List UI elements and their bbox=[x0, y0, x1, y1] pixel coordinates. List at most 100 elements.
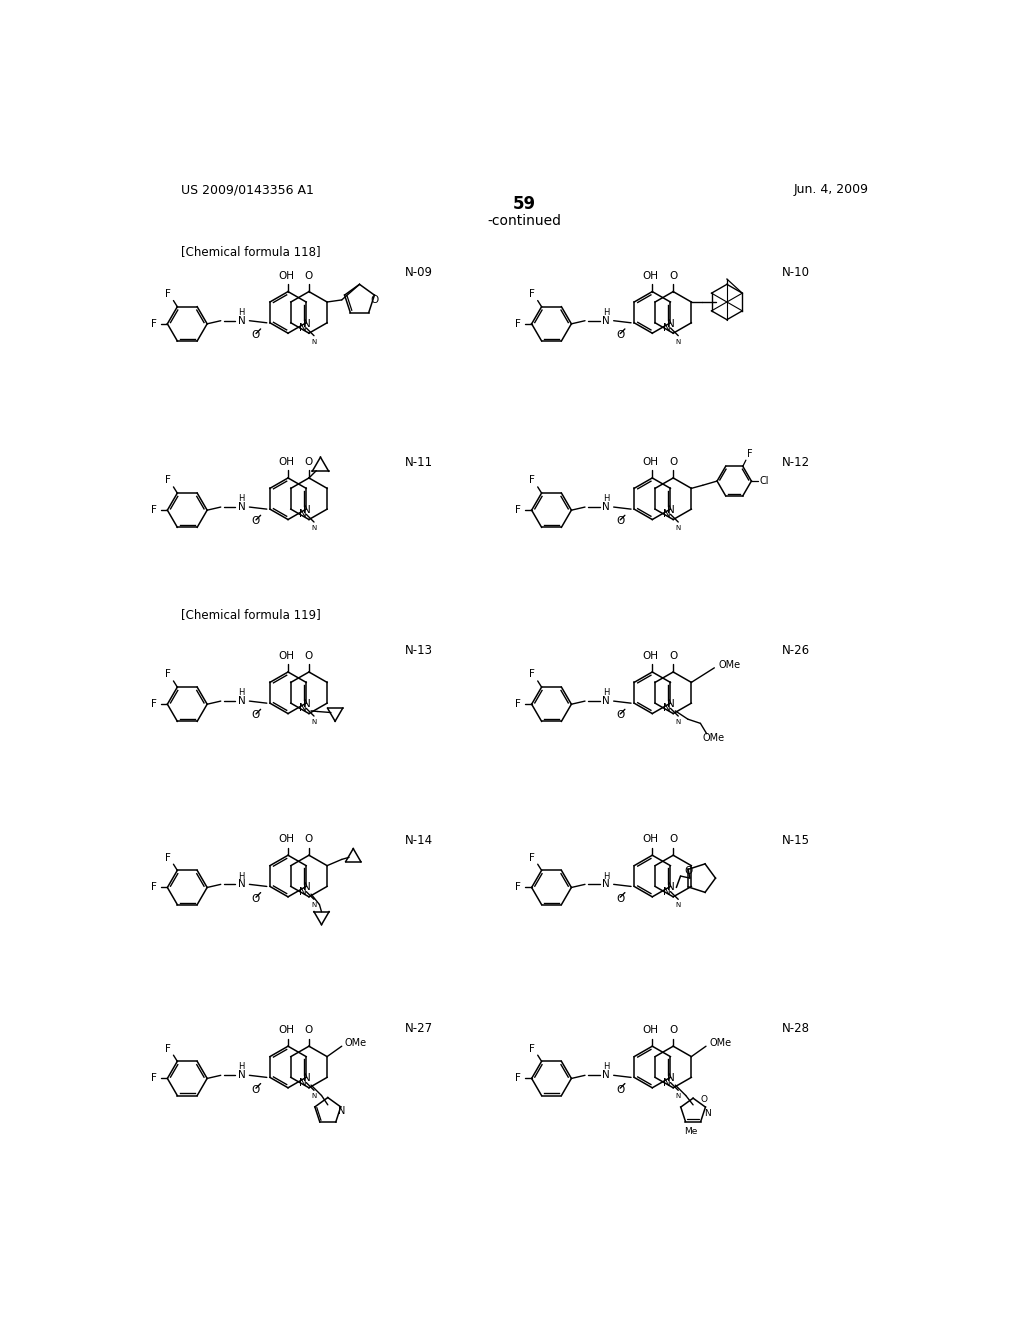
Text: F: F bbox=[529, 853, 536, 863]
Text: N: N bbox=[663, 1077, 671, 1088]
Text: O: O bbox=[685, 866, 693, 876]
Text: O: O bbox=[305, 834, 313, 845]
Text: F: F bbox=[165, 853, 171, 863]
Text: N: N bbox=[238, 1071, 246, 1080]
Text: N: N bbox=[311, 719, 316, 725]
Text: [Chemical formula 119]: [Chemical formula 119] bbox=[180, 609, 321, 622]
Text: N: N bbox=[299, 704, 306, 713]
Text: OMe: OMe bbox=[702, 733, 725, 743]
Text: Me: Me bbox=[684, 1127, 697, 1135]
Text: OH: OH bbox=[643, 834, 658, 845]
Text: H: H bbox=[239, 688, 245, 697]
Text: F: F bbox=[529, 1044, 536, 1053]
Text: Jun. 4, 2009: Jun. 4, 2009 bbox=[794, 183, 869, 197]
Text: 59: 59 bbox=[513, 195, 537, 214]
Text: F: F bbox=[151, 506, 157, 515]
Text: O: O bbox=[669, 457, 677, 467]
Text: O: O bbox=[252, 894, 260, 904]
Text: N: N bbox=[299, 323, 306, 333]
Text: F: F bbox=[515, 506, 521, 515]
Text: OH: OH bbox=[279, 1026, 295, 1035]
Text: O: O bbox=[252, 516, 260, 527]
Text: N: N bbox=[338, 1106, 346, 1117]
Text: O: O bbox=[616, 894, 625, 904]
Text: O: O bbox=[669, 834, 677, 845]
Text: O: O bbox=[669, 271, 677, 281]
Text: H: H bbox=[239, 871, 245, 880]
Text: N: N bbox=[668, 506, 675, 515]
Text: F: F bbox=[529, 475, 536, 486]
Text: N: N bbox=[303, 700, 310, 709]
Text: F: F bbox=[515, 700, 521, 709]
Text: O: O bbox=[370, 294, 378, 305]
Text: OH: OH bbox=[643, 271, 658, 281]
Text: OMe: OMe bbox=[710, 1038, 731, 1048]
Text: N-27: N-27 bbox=[404, 1022, 433, 1035]
Text: N: N bbox=[668, 319, 675, 329]
Text: O: O bbox=[616, 710, 625, 721]
Text: H: H bbox=[239, 494, 245, 503]
Text: N-09: N-09 bbox=[404, 267, 432, 280]
Text: N: N bbox=[303, 1073, 310, 1084]
Text: Cl: Cl bbox=[759, 477, 769, 486]
Text: -continued: -continued bbox=[487, 214, 562, 228]
Text: O: O bbox=[700, 1096, 708, 1104]
Text: OH: OH bbox=[643, 651, 658, 661]
Text: N: N bbox=[303, 506, 310, 515]
Text: N: N bbox=[676, 903, 681, 908]
Text: N-13: N-13 bbox=[404, 644, 432, 656]
Text: N: N bbox=[299, 887, 306, 896]
Text: F: F bbox=[165, 289, 171, 300]
Text: OMe: OMe bbox=[719, 660, 740, 669]
Text: N: N bbox=[602, 696, 610, 706]
Text: N: N bbox=[668, 1073, 675, 1084]
Text: O: O bbox=[305, 651, 313, 661]
Text: N: N bbox=[668, 700, 675, 709]
Text: O: O bbox=[252, 710, 260, 721]
Text: N-10: N-10 bbox=[782, 267, 810, 280]
Text: N: N bbox=[602, 1071, 610, 1080]
Text: N: N bbox=[676, 719, 681, 725]
Text: N: N bbox=[676, 525, 681, 531]
Text: H: H bbox=[603, 1063, 609, 1072]
Text: N: N bbox=[299, 510, 306, 519]
Text: O: O bbox=[305, 457, 313, 467]
Text: H: H bbox=[239, 1063, 245, 1072]
Text: O: O bbox=[616, 330, 625, 341]
Text: N: N bbox=[238, 502, 246, 512]
Text: F: F bbox=[165, 475, 171, 486]
Text: N-12: N-12 bbox=[782, 457, 810, 470]
Text: N: N bbox=[705, 1109, 712, 1118]
Text: OH: OH bbox=[643, 1026, 658, 1035]
Text: N: N bbox=[311, 1093, 316, 1100]
Text: N-15: N-15 bbox=[782, 834, 810, 846]
Text: H: H bbox=[603, 871, 609, 880]
Text: H: H bbox=[603, 494, 609, 503]
Text: N: N bbox=[303, 319, 310, 329]
Text: N: N bbox=[238, 696, 246, 706]
Text: OMe: OMe bbox=[345, 1038, 367, 1048]
Text: F: F bbox=[529, 289, 536, 300]
Text: N: N bbox=[602, 502, 610, 512]
Text: O: O bbox=[669, 651, 677, 661]
Text: OH: OH bbox=[279, 457, 295, 467]
Text: N: N bbox=[311, 525, 316, 531]
Text: F: F bbox=[151, 700, 157, 709]
Text: N: N bbox=[311, 903, 316, 908]
Text: OH: OH bbox=[279, 834, 295, 845]
Text: O: O bbox=[616, 1085, 625, 1094]
Text: N: N bbox=[676, 1093, 681, 1100]
Text: N: N bbox=[602, 315, 610, 326]
Text: O: O bbox=[305, 271, 313, 281]
Text: N: N bbox=[663, 704, 671, 713]
Text: H: H bbox=[603, 308, 609, 317]
Text: F: F bbox=[515, 319, 521, 329]
Text: N: N bbox=[668, 883, 675, 892]
Text: N: N bbox=[663, 510, 671, 519]
Text: F: F bbox=[165, 1044, 171, 1053]
Text: O: O bbox=[305, 1026, 313, 1035]
Text: F: F bbox=[515, 883, 521, 892]
Text: F: F bbox=[529, 669, 536, 680]
Text: F: F bbox=[151, 883, 157, 892]
Text: F: F bbox=[746, 449, 753, 458]
